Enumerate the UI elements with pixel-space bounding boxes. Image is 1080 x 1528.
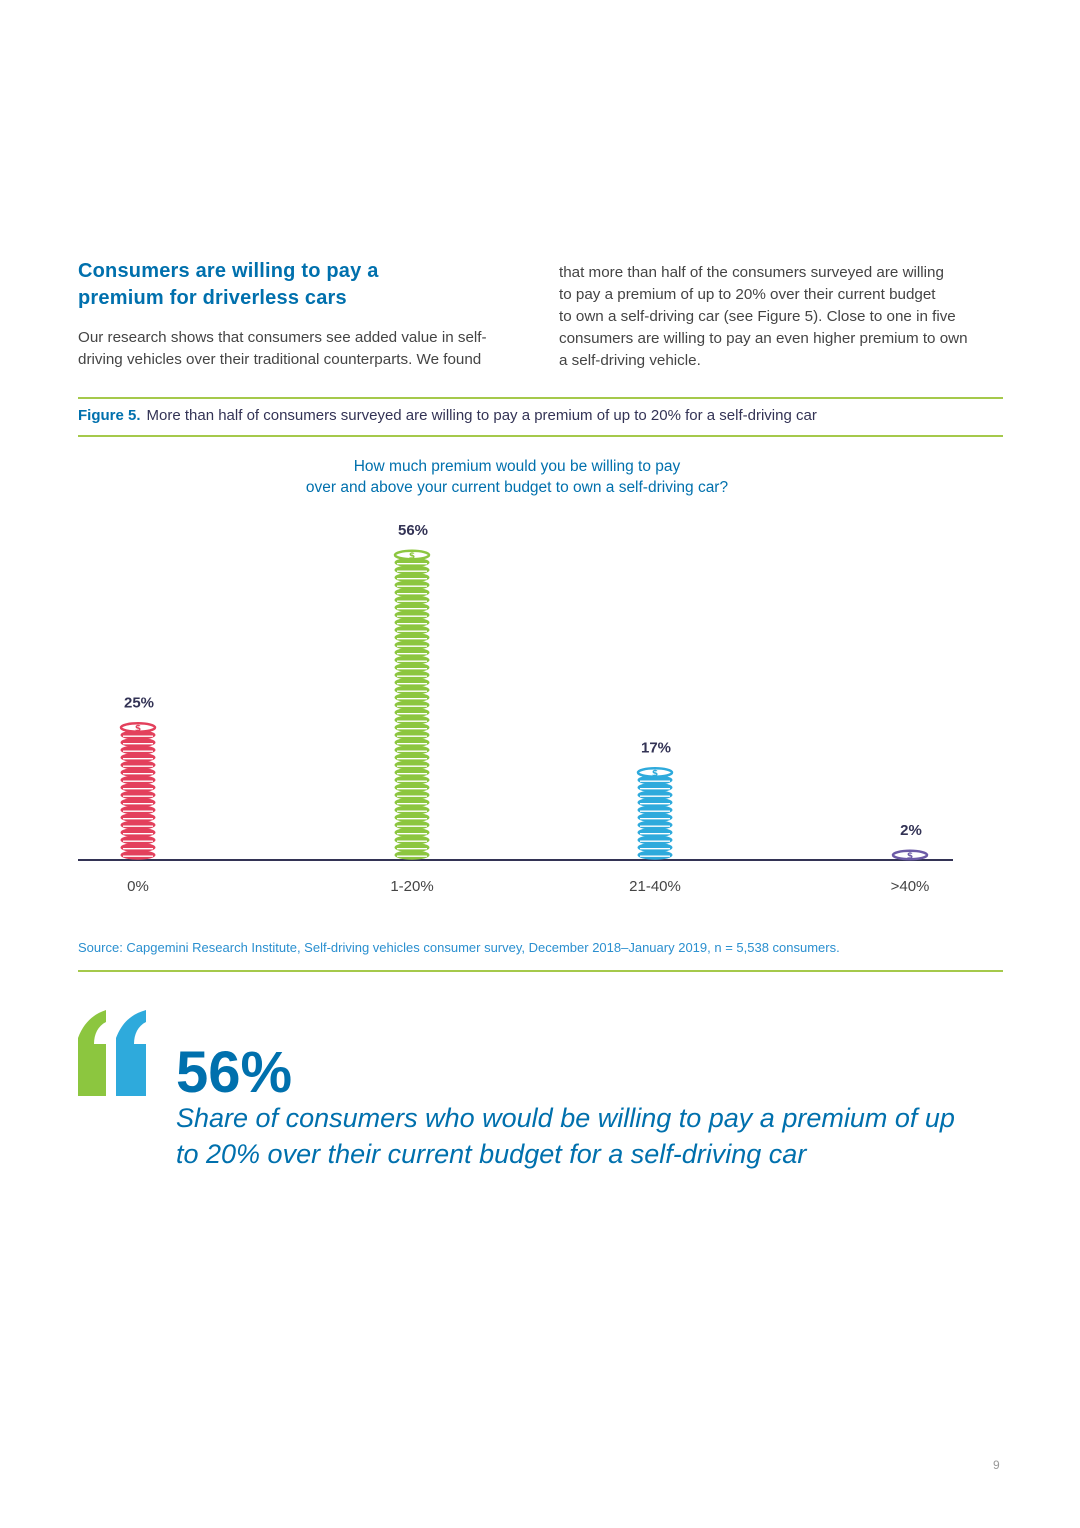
section-heading: Consumers are willing to pay a premium f…: [78, 258, 498, 312]
svg-text:$: $: [135, 724, 141, 734]
callout-text-line-1: Share of consumers who would be willing …: [176, 1103, 955, 1133]
bar-value-label: 25%: [124, 695, 154, 712]
paragraph-line: consumers are willing to pay an even hig…: [559, 330, 968, 347]
callout-text-line-2: to 20% over their current budget for a s…: [176, 1139, 807, 1169]
x-tick-label: 1-20%: [390, 878, 433, 895]
section-heading-line-2: premium for driverless cars: [78, 287, 347, 309]
bar-value-label: 56%: [398, 522, 428, 539]
figure-label: Figure 5.: [78, 407, 141, 424]
svg-text:$: $: [409, 552, 415, 562]
paragraph-line: to own a self-driving car (see Figure 5)…: [559, 308, 956, 325]
bar-coin-stack-4: $: [891, 849, 929, 862]
intro-paragraph-right: that more than half of the consumers sur…: [559, 262, 1009, 372]
paragraph-line: driving vehicles over their traditional …: [78, 351, 482, 368]
x-tick-label: >40%: [891, 878, 930, 895]
figure-top-rule: [78, 397, 1003, 399]
chart-question-line-2: over and above your current budget to ow…: [305, 479, 729, 496]
figure-bottom-rule: [78, 435, 1003, 437]
paragraph-line: Our research shows that consumers see ad…: [78, 329, 487, 346]
chart-question: How much premium would you be willing to…: [0, 456, 1034, 498]
callout-text: Share of consumers who would be willing …: [176, 1100, 1016, 1172]
chart-question-line-1: How much premium would you be willing to…: [353, 458, 681, 475]
page-number: 9: [993, 1458, 1000, 1472]
bar-coin-stack-2: $: [393, 549, 431, 860]
figure-caption-text: More than half of consumers surveyed are…: [146, 407, 817, 424]
source-bottom-rule: [78, 970, 1003, 972]
svg-text:$: $: [907, 852, 913, 862]
bar-value-label: 2%: [900, 822, 922, 839]
bar-coin-stack-1: $: [119, 722, 157, 860]
x-tick-label: 0%: [127, 878, 149, 895]
quotation-mark-icon: [78, 1010, 146, 1096]
chart-source: Source: Capgemini Research Institute, Se…: [78, 940, 840, 955]
section-heading-line-1: Consumers are willing to pay a: [78, 260, 379, 282]
x-tick-label: 21-40%: [629, 878, 681, 895]
bar-value-label: 17%: [641, 740, 671, 757]
paragraph-line: that more than half of the consumers sur…: [559, 264, 944, 281]
paragraph-line: to pay a premium of up to 20% over their…: [559, 286, 936, 303]
paragraph-line: a self-driving vehicle.: [559, 352, 701, 369]
callout-big-number: 56%: [176, 1040, 293, 1105]
svg-text:$: $: [652, 769, 658, 779]
figure-caption: Figure 5. More than half of consumers sur…: [78, 406, 817, 426]
coin-stack-bar-chart: $25% 0% $56% 1-20% $17% 21-40% $2% >40%: [78, 522, 953, 895]
intro-paragraph-left: Our research shows that consumers see ad…: [78, 327, 528, 371]
bar-coin-stack-3: $: [636, 767, 674, 860]
